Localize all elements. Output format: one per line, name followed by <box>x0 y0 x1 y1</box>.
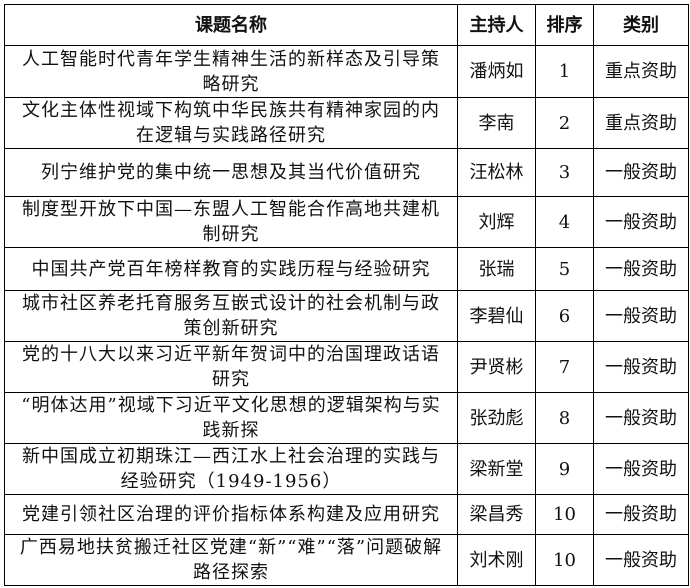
cell-category: 一般资助 <box>593 494 689 535</box>
cell-category: 一般资助 <box>593 148 689 197</box>
cell-title: 人工智能时代青年学生精神生活的新样态及引导策略研究 <box>4 45 458 98</box>
table-row: 制度型开放下中国—东盟人工智能合作高地共建机制研究 刘辉 4 一般资助 <box>4 196 689 248</box>
cell-order: 9 <box>535 443 594 495</box>
table-row: 列宁维护党的集中统一思想及其当代价值研究 汪松林 3 一般资助 <box>4 148 689 197</box>
table-row: 新中国成立初期珠江—西江水上社会治理的实践与经验研究（1949-1956） 梁新堂… <box>4 443 689 495</box>
project-table: 课题名称 主持人 排序 类别 人工智能时代青年学生精神生活的新样态及引导策略研究… <box>4 4 689 586</box>
cell-order: 1 <box>535 45 594 98</box>
cell-host: 尹贤彬 <box>457 341 536 393</box>
cell-title: 制度型开放下中国—东盟人工智能合作高地共建机制研究 <box>4 196 458 248</box>
cell-host: 梁新堂 <box>457 443 536 495</box>
header-row: 课题名称 主持人 排序 类别 <box>4 4 689 46</box>
cell-host: 梁昌秀 <box>457 494 536 535</box>
cell-category: 一般资助 <box>593 534 689 586</box>
cell-host: 李南 <box>457 97 536 149</box>
cell-category: 一般资助 <box>593 247 689 291</box>
cell-title: 新中国成立初期珠江—西江水上社会治理的实践与经验研究（1949-1956） <box>4 443 458 495</box>
cell-title: 广西易地扶贫搬迁社区党建“新”“难”“落”问题破解路径探索 <box>4 534 458 586</box>
cell-title: 党建引领社区治理的评价指标体系构建及应用研究 <box>4 494 458 535</box>
cell-category: 一般资助 <box>593 290 689 342</box>
header-host: 主持人 <box>457 4 536 46</box>
cell-title: 中国共产党百年榜样教育的实践历程与经验研究 <box>4 247 458 291</box>
cell-host: 李碧仙 <box>457 290 536 342</box>
cell-order: 5 <box>535 247 594 291</box>
table-row: 城市社区养老托育服务互嵌式设计的社会机制与政策创新研究 李碧仙 6 一般资助 <box>4 290 689 342</box>
cell-host: 刘术刚 <box>457 534 536 586</box>
cell-order: 10 <box>535 534 594 586</box>
cell-host: 汪松林 <box>457 148 536 197</box>
cell-host: 张瑞 <box>457 247 536 291</box>
table-row: 党的十八大以来习近平新年贺词中的治国理政话语研究 尹贤彬 7 一般资助 <box>4 341 689 393</box>
cell-order: 8 <box>535 392 594 444</box>
header-category: 类别 <box>593 4 689 46</box>
cell-title: 党的十八大以来习近平新年贺词中的治国理政话语研究 <box>4 341 458 393</box>
cell-order: 10 <box>535 494 594 535</box>
cell-host: 潘炳如 <box>457 45 536 98</box>
cell-order: 2 <box>535 97 594 149</box>
cell-host: 张劲彪 <box>457 392 536 444</box>
cell-category: 一般资助 <box>593 196 689 248</box>
cell-order: 6 <box>535 290 594 342</box>
cell-title: 列宁维护党的集中统一思想及其当代价值研究 <box>4 148 458 197</box>
cell-title: “明体达用”视域下习近平文化思想的逻辑架构与实践新探 <box>4 392 458 444</box>
table-row: 人工智能时代青年学生精神生活的新样态及引导策略研究 潘炳如 1 重点资助 <box>4 45 689 98</box>
table-row: 党建引领社区治理的评价指标体系构建及应用研究 梁昌秀 10 一般资助 <box>4 494 689 535</box>
cell-category: 重点资助 <box>593 97 689 149</box>
cell-category: 重点资助 <box>593 45 689 98</box>
header-order: 排序 <box>535 4 594 46</box>
cell-order: 7 <box>535 341 594 393</box>
cell-title: 文化主体性视域下构筑中华民族共有精神家园的内在逻辑与实践路径研究 <box>4 97 458 149</box>
cell-title: 城市社区养老托育服务互嵌式设计的社会机制与政策创新研究 <box>4 290 458 342</box>
cell-host: 刘辉 <box>457 196 536 248</box>
cell-order: 4 <box>535 196 594 248</box>
header-title: 课题名称 <box>4 4 458 46</box>
table-row: 广西易地扶贫搬迁社区党建“新”“难”“落”问题破解路径探索 刘术刚 10 一般资助 <box>4 534 689 586</box>
table-row: “明体达用”视域下习近平文化思想的逻辑架构与实践新探 张劲彪 8 一般资助 <box>4 392 689 444</box>
table-row: 文化主体性视域下构筑中华民族共有精神家园的内在逻辑与实践路径研究 李南 2 重点资助 <box>4 97 689 149</box>
cell-category: 一般资助 <box>593 392 689 444</box>
table-row: 中国共产党百年榜样教育的实践历程与经验研究 张瑞 5 一般资助 <box>4 247 689 291</box>
cell-order: 3 <box>535 148 594 197</box>
cell-category: 一般资助 <box>593 443 689 495</box>
cell-category: 一般资助 <box>593 341 689 393</box>
